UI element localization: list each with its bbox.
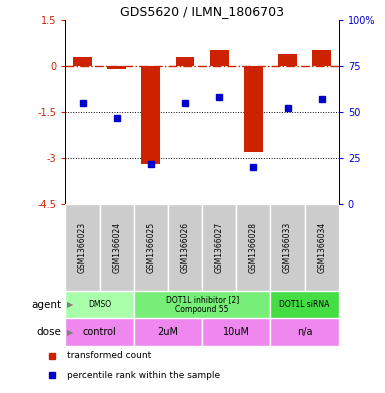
Bar xyxy=(168,204,202,291)
Bar xyxy=(271,291,339,318)
Text: GSM1366028: GSM1366028 xyxy=(249,222,258,273)
Text: 10uM: 10uM xyxy=(223,327,250,337)
Text: GSM1366033: GSM1366033 xyxy=(283,222,292,273)
Bar xyxy=(134,204,168,291)
Text: DMSO: DMSO xyxy=(88,300,111,309)
Bar xyxy=(305,204,339,291)
Title: GDS5620 / ILMN_1806703: GDS5620 / ILMN_1806703 xyxy=(120,6,284,18)
Bar xyxy=(236,204,270,291)
Text: percentile rank within the sample: percentile rank within the sample xyxy=(67,371,220,380)
Text: GSM1366034: GSM1366034 xyxy=(317,222,326,273)
Text: GSM1366026: GSM1366026 xyxy=(181,222,189,273)
Bar xyxy=(73,57,92,66)
Text: agent: agent xyxy=(32,299,62,310)
Bar xyxy=(202,318,270,346)
Text: GSM1366024: GSM1366024 xyxy=(112,222,121,273)
Bar xyxy=(210,50,229,66)
Bar xyxy=(100,204,134,291)
Bar xyxy=(271,204,305,291)
Bar xyxy=(65,204,100,291)
Bar xyxy=(202,204,236,291)
Text: GSM1366023: GSM1366023 xyxy=(78,222,87,273)
Bar xyxy=(141,66,160,164)
Text: DOT1L inhibitor [2]
Compound 55: DOT1L inhibitor [2] Compound 55 xyxy=(166,295,239,314)
Text: GSM1366025: GSM1366025 xyxy=(146,222,156,273)
Text: DOT1L siRNA: DOT1L siRNA xyxy=(280,300,330,309)
Bar xyxy=(65,318,134,346)
Bar xyxy=(134,291,271,318)
Text: ▶: ▶ xyxy=(67,300,74,309)
Bar xyxy=(244,66,263,152)
Text: n/a: n/a xyxy=(297,327,312,337)
Text: 2uM: 2uM xyxy=(157,327,179,337)
Bar xyxy=(176,57,194,66)
Text: dose: dose xyxy=(37,327,62,337)
Text: ▶: ▶ xyxy=(67,328,74,336)
Text: GSM1366027: GSM1366027 xyxy=(215,222,224,273)
Bar xyxy=(312,50,331,66)
Bar xyxy=(134,318,202,346)
Text: control: control xyxy=(83,327,117,337)
Text: transformed count: transformed count xyxy=(67,351,151,360)
Bar xyxy=(107,66,126,69)
Bar xyxy=(271,318,339,346)
Bar xyxy=(65,291,134,318)
Bar xyxy=(278,53,297,66)
